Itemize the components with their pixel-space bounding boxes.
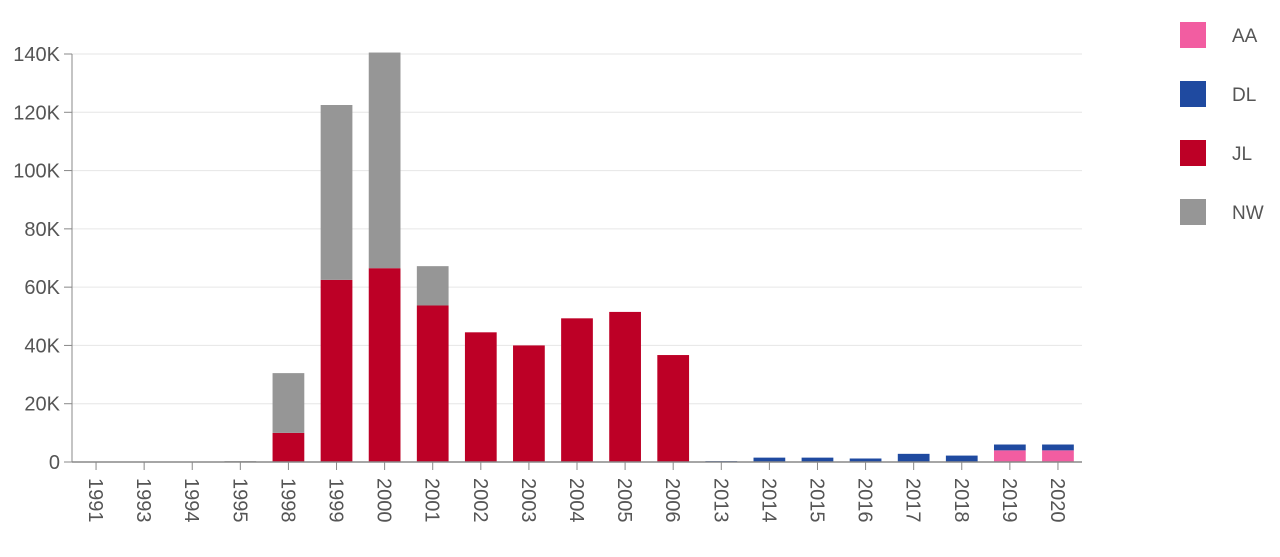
bar-jl-2004 [561,318,593,462]
y-tick-label: 80K [24,219,60,241]
x-tick-label: 2002 [469,478,491,523]
x-tick-label: 2001 [421,478,443,523]
legend-label-jl: JL [1232,144,1252,165]
x-tick-label: 1994 [180,478,202,523]
x-tick-label: 2013 [709,478,731,523]
x-tick-label: 2015 [805,478,827,523]
bar-aa-2020 [1042,450,1074,462]
x-tick-label: 2017 [902,478,924,523]
legend-label-dl: DL [1232,85,1256,106]
y-tick-label: 40K [24,335,60,357]
bar-jl-2000 [368,268,401,462]
legend-swatch-aa [1180,22,1206,48]
legend: AA DL JL NW [1180,22,1264,225]
legend-swatch-dl [1180,81,1206,107]
x-tick-label: 2020 [1046,478,1068,523]
x-tick-label: 2005 [613,478,635,523]
bar-nw-1999 [320,105,353,280]
bar-jl-2003 [513,345,545,462]
bar-jl-2006 [657,355,690,462]
bar-jl-1998 [272,432,305,462]
y-tick-label: 60K [24,277,60,299]
bar-jl-1999 [320,279,353,462]
bar-dl-2015 [801,457,834,462]
x-tick-label: 2014 [757,478,779,523]
x-tick-label: 1991 [84,478,106,523]
x-tick-label: 2000 [373,478,395,523]
axes: 0 20K 40K 60K 80K 100K 120K 140K 1991 1993 1994 199… [13,44,1082,523]
bar-dl-2019 [993,444,1026,451]
bar-nw-2000 [368,52,401,269]
legend-swatch-nw [1180,199,1206,225]
bar-dl-2020 [1042,444,1074,451]
legend-swatch-jl [1180,140,1206,166]
x-tick-label: 1995 [228,478,250,523]
y-tick-label: 20K [24,394,60,416]
x-tick-label: 1999 [325,478,347,523]
bar-dl-2016 [849,458,882,462]
x-tick-label: 1998 [276,478,298,523]
x-tick-label: 2003 [517,478,539,523]
x-tick-label: 2006 [661,478,683,523]
bar-jl-2001 [416,305,449,462]
x-tick-label: 2004 [565,478,587,523]
bar-aa-2019 [993,450,1026,462]
y-tick-label: 0 [49,452,60,474]
x-tick-label: 2018 [950,478,972,523]
x-tick-label: 2019 [998,478,1020,523]
bar-dl-2017 [897,453,930,462]
y-tick-label: 140K [13,44,60,66]
y-tick-label: 100K [13,161,60,183]
bar-dl-2018 [945,455,978,462]
bar-dl-2014 [753,457,786,462]
bar-nw-2001 [416,266,449,306]
x-tick-label: 1993 [132,478,154,523]
bar-nw-1998 [272,373,305,433]
bar-jl-2002 [464,332,497,462]
bars [224,52,1074,462]
y-tick-label: 120K [13,102,60,124]
legend-label-aa: AA [1232,26,1258,47]
legend-label-nw: NW [1232,203,1264,224]
grid-lines [72,53,1082,405]
x-tick-label: 2016 [854,478,876,523]
bar-jl-2005 [609,311,641,462]
